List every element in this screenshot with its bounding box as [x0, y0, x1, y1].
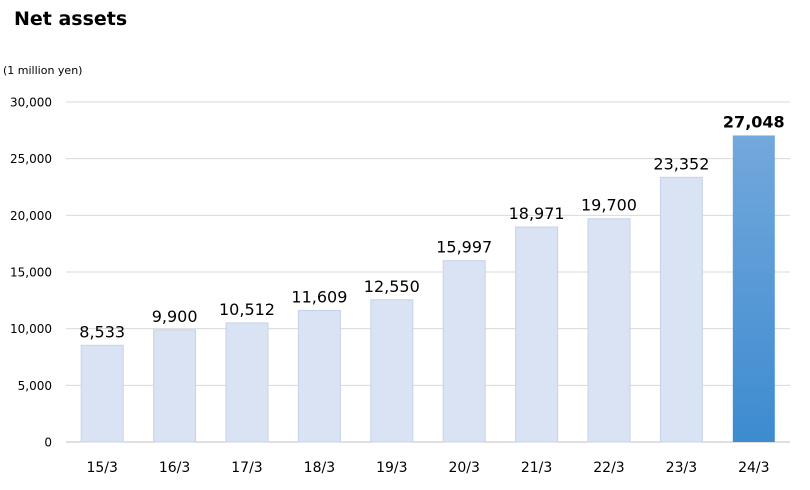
bar-19-3	[370, 299, 414, 443]
x-tick-label: 22/3	[593, 460, 624, 476]
bar-20-3	[442, 260, 486, 443]
value-label: 19,700	[581, 196, 637, 215]
x-tick-label: 17/3	[231, 460, 262, 476]
y-axis-ticks: 0 5,000 10,000 15,000 20,000 25,000 30,000	[10, 96, 52, 450]
bar-24-3	[732, 135, 775, 442]
value-label: 9,900	[152, 307, 198, 326]
x-tick-label: 19/3	[376, 460, 407, 476]
y-tick-label: 20,000	[10, 209, 52, 223]
value-label: 8,533	[79, 322, 125, 341]
value-label: 12,550	[364, 277, 420, 296]
x-axis-ticks: 15/3 16/3 17/3 18/3 19/3 20/3 21/3 22/3 23/3 24/3	[86, 460, 769, 476]
y-tick-label: 0	[44, 436, 52, 450]
bar-21-3	[515, 226, 559, 443]
bar-17-3	[225, 322, 269, 443]
chart-title: Net assets	[14, 8, 128, 30]
y-tick-label: 5,000	[18, 379, 52, 393]
y-tick-label: 15,000	[10, 266, 52, 280]
x-tick-label: 16/3	[159, 460, 190, 476]
value-label: 23,352	[653, 154, 709, 173]
unit-label: (1 million yen)	[3, 64, 83, 77]
y-tick-label: 25,000	[10, 152, 52, 166]
x-tick-label: 15/3	[86, 460, 117, 476]
bar-15-3	[80, 344, 124, 443]
y-tick-label: 30,000	[10, 96, 52, 110]
value-label: 27,048	[723, 112, 785, 131]
bars	[80, 135, 775, 443]
value-label: 15,997	[436, 238, 492, 257]
bar-16-3	[153, 329, 197, 443]
bar-23-3	[659, 176, 703, 443]
x-tick-label: 18/3	[304, 460, 335, 476]
x-tick-label: 21/3	[521, 460, 552, 476]
value-label: 10,512	[219, 300, 275, 319]
x-tick-label: 24/3	[738, 460, 769, 476]
value-label: 11,609	[291, 287, 347, 306]
x-tick-label: 20/3	[448, 460, 479, 476]
x-tick-label: 23/3	[666, 460, 697, 476]
bar-18-3	[297, 309, 341, 443]
value-labels: 8,533 9,900 10,512 11,609 12,550 15,997 18,971…	[79, 112, 784, 341]
value-label: 18,971	[509, 204, 565, 223]
y-tick-label: 10,000	[10, 322, 52, 336]
bar-22-3	[587, 218, 631, 443]
